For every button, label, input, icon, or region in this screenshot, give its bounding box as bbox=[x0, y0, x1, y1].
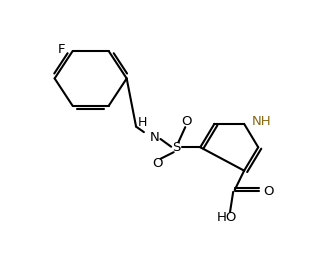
Text: O: O bbox=[263, 185, 273, 198]
Text: O: O bbox=[181, 115, 191, 128]
Text: F: F bbox=[57, 43, 65, 56]
Text: NH: NH bbox=[252, 115, 271, 128]
Text: O: O bbox=[153, 157, 163, 170]
Text: S: S bbox=[173, 141, 181, 154]
Text: HO: HO bbox=[217, 211, 237, 224]
Text: H: H bbox=[138, 116, 147, 129]
Text: N: N bbox=[150, 131, 160, 144]
